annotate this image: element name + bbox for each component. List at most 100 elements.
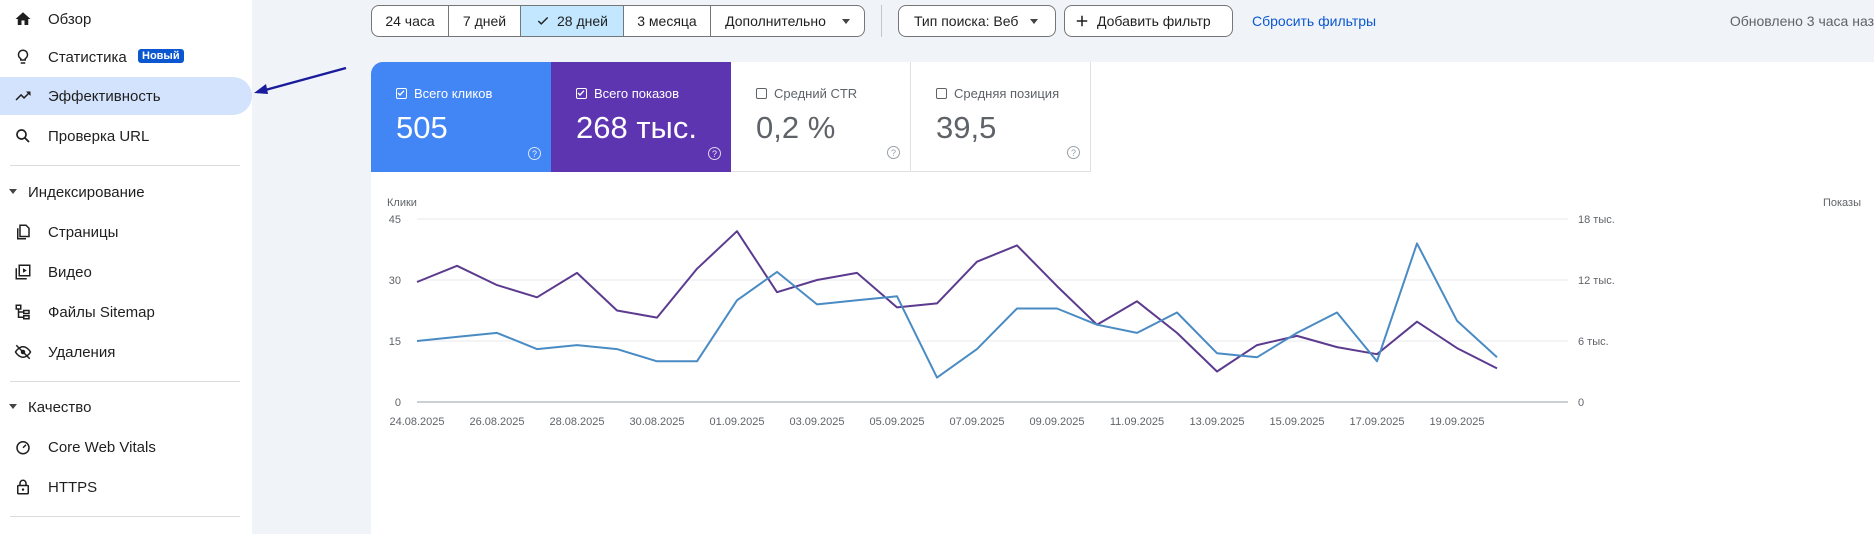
range-3m-button[interactable]: 3 месяца xyxy=(623,5,711,37)
speed-gauge-icon xyxy=(13,437,33,457)
visibility-off-icon xyxy=(13,342,33,362)
checkbox-checked-icon[interactable] xyxy=(576,88,587,99)
search-icon xyxy=(13,126,33,146)
metric-total-clicks[interactable]: Всего кликов 505 ? xyxy=(371,62,551,172)
checkbox-unchecked-icon[interactable] xyxy=(936,88,947,99)
sidebar-item-sitemaps[interactable]: Файлы Sitemap xyxy=(0,293,252,331)
performance-chart[interactable]: Клики Показы 0 0 15 6 тыс. 30 12 тыс. 45 18 тыс… xyxy=(371,62,1874,534)
left-axis-tick: 45 xyxy=(389,214,401,226)
right-axis-tick: 6 тыс. xyxy=(1578,336,1609,348)
x-axis-tick: 28.08.2025 xyxy=(549,416,604,428)
sidebar-item-label: Обзор xyxy=(48,10,92,28)
metric-average-ctr[interactable]: Средний CTR 0,2 % ? xyxy=(731,62,911,172)
toolbar: 24 часа 7 дней 28 дней 3 месяца Дополнит… xyxy=(371,5,1874,39)
sidebar-item-removals[interactable]: Удаления xyxy=(0,333,252,371)
search-type-dropdown[interactable]: Тип поиска: Веб xyxy=(898,5,1056,37)
x-axis-tick: 19.09.2025 xyxy=(1429,416,1484,428)
sidebar-item-url-inspection[interactable]: Проверка URL xyxy=(0,117,252,155)
sidebar-item-performance[interactable]: Эффективность xyxy=(0,77,252,115)
range-7d-button[interactable]: 7 дней xyxy=(448,5,521,37)
metric-value: 505 xyxy=(396,110,448,145)
sidebar-item-label: HTTPS xyxy=(48,478,98,496)
left-axis-tick: 30 xyxy=(389,275,401,287)
sidebar-item-label: Core Web Vitals xyxy=(48,438,156,456)
performance-card: Всего кликов 505 ? Всего показов 268 тыс… xyxy=(371,62,1874,534)
sidebar-item-label: Файлы Sitemap xyxy=(48,303,155,321)
metric-label: Всего кликов xyxy=(414,86,493,101)
sidebar-item-label: Видео xyxy=(48,263,92,281)
sidebar-item-video[interactable]: Видео xyxy=(0,253,252,291)
add-filter-button[interactable]: Добавить фильтр xyxy=(1064,5,1233,37)
divider xyxy=(10,381,240,382)
toolbar-divider xyxy=(881,5,882,37)
x-axis-tick: 26.08.2025 xyxy=(469,416,524,428)
metric-total-impressions[interactable]: Всего показов 268 тыс. ? xyxy=(551,62,731,172)
help-icon[interactable]: ? xyxy=(528,147,541,160)
pages-icon xyxy=(13,222,33,242)
range-28d-button[interactable]: 28 дней xyxy=(520,5,624,37)
metric-label: Средняя позиция xyxy=(954,86,1060,101)
caret-down-icon xyxy=(841,18,850,24)
checkbox-unchecked-icon[interactable] xyxy=(756,88,767,99)
right-axis-tick: 18 тыс. xyxy=(1578,214,1615,226)
section-title: Качество xyxy=(28,398,92,416)
metric-value: 0,2 % xyxy=(756,110,836,145)
more-ranges-dropdown[interactable]: Дополнительно xyxy=(710,5,865,37)
sitemap-icon xyxy=(13,302,33,322)
annotation-arrow-icon xyxy=(254,66,347,94)
right-axis-tick: 12 тыс. xyxy=(1578,275,1615,287)
sidebar-item-overview[interactable]: Обзор xyxy=(0,0,252,38)
right-axis-tick: 0 xyxy=(1578,397,1584,409)
home-icon xyxy=(13,9,33,29)
left-axis-title: Клики xyxy=(387,197,417,209)
trending-up-icon xyxy=(13,86,33,106)
metric-average-position[interactable]: Средняя позиция 39,5 ? xyxy=(911,62,1091,172)
x-axis-tick: 24.08.2025 xyxy=(389,416,444,428)
sidebar-item-label: Статистика xyxy=(48,48,127,66)
x-axis-tick: 17.09.2025 xyxy=(1349,416,1404,428)
sidebar-item-label: Удаления xyxy=(48,343,116,361)
left-axis-tick: 15 xyxy=(389,336,401,348)
section-quality[interactable]: Качество xyxy=(0,392,252,422)
lightbulb-icon xyxy=(13,47,33,67)
help-icon[interactable]: ? xyxy=(887,146,900,159)
section-title: Индексирование xyxy=(28,183,145,201)
x-axis-tick: 01.09.2025 xyxy=(709,416,764,428)
sidebar-item-https[interactable]: HTTPS xyxy=(0,468,252,506)
check-icon xyxy=(537,17,549,25)
x-axis-tick: 11.09.2025 xyxy=(1110,416,1164,428)
sidebar-item-core-web-vitals[interactable]: Core Web Vitals xyxy=(0,428,252,466)
caret-down-icon xyxy=(9,189,17,194)
x-axis-tick: 05.09.2025 xyxy=(869,416,924,428)
x-axis-tick: 30.08.2025 xyxy=(629,416,684,428)
metric-value: 39,5 xyxy=(936,110,997,145)
sidebar-item-insights[interactable]: Статистика Новый xyxy=(0,38,252,76)
metric-label: Средний CTR xyxy=(774,86,858,101)
range-24h-button[interactable]: 24 часа xyxy=(371,5,449,37)
divider xyxy=(10,516,240,517)
divider xyxy=(10,165,240,166)
sidebar-item-pages[interactable]: Страницы xyxy=(0,213,252,251)
checkbox-checked-icon[interactable] xyxy=(396,88,407,99)
sidebar-item-label: Страницы xyxy=(48,223,119,241)
impressions-series-line xyxy=(416,230,1498,373)
new-badge: Новый xyxy=(138,49,184,63)
caret-down-icon xyxy=(1030,18,1039,24)
video-icon xyxy=(13,262,33,282)
x-axis-tick: 07.09.2025 xyxy=(949,416,1004,428)
clicks-series-line xyxy=(416,242,1498,379)
x-axis-tick: 13.09.2025 xyxy=(1189,416,1244,428)
help-icon[interactable]: ? xyxy=(708,147,721,160)
x-axis-tick: 15.09.2025 xyxy=(1269,416,1324,428)
section-indexing[interactable]: Индексирование xyxy=(0,177,252,207)
reset-filters-link[interactable]: Сбросить фильтры xyxy=(1252,13,1377,29)
sidebar-item-label: Эффективность xyxy=(48,87,161,105)
lock-icon xyxy=(13,477,33,497)
caret-down-icon xyxy=(9,404,17,409)
last-updated-text: Обновлено 3 часа наз xyxy=(1729,13,1874,29)
plus-icon xyxy=(1076,15,1088,27)
help-icon[interactable]: ? xyxy=(1067,146,1080,159)
right-axis-title: Показы xyxy=(1823,197,1861,209)
metric-label: Всего показов xyxy=(594,86,679,101)
sidebar: Обзор Статистика Новый Эффективность Про… xyxy=(0,0,252,534)
